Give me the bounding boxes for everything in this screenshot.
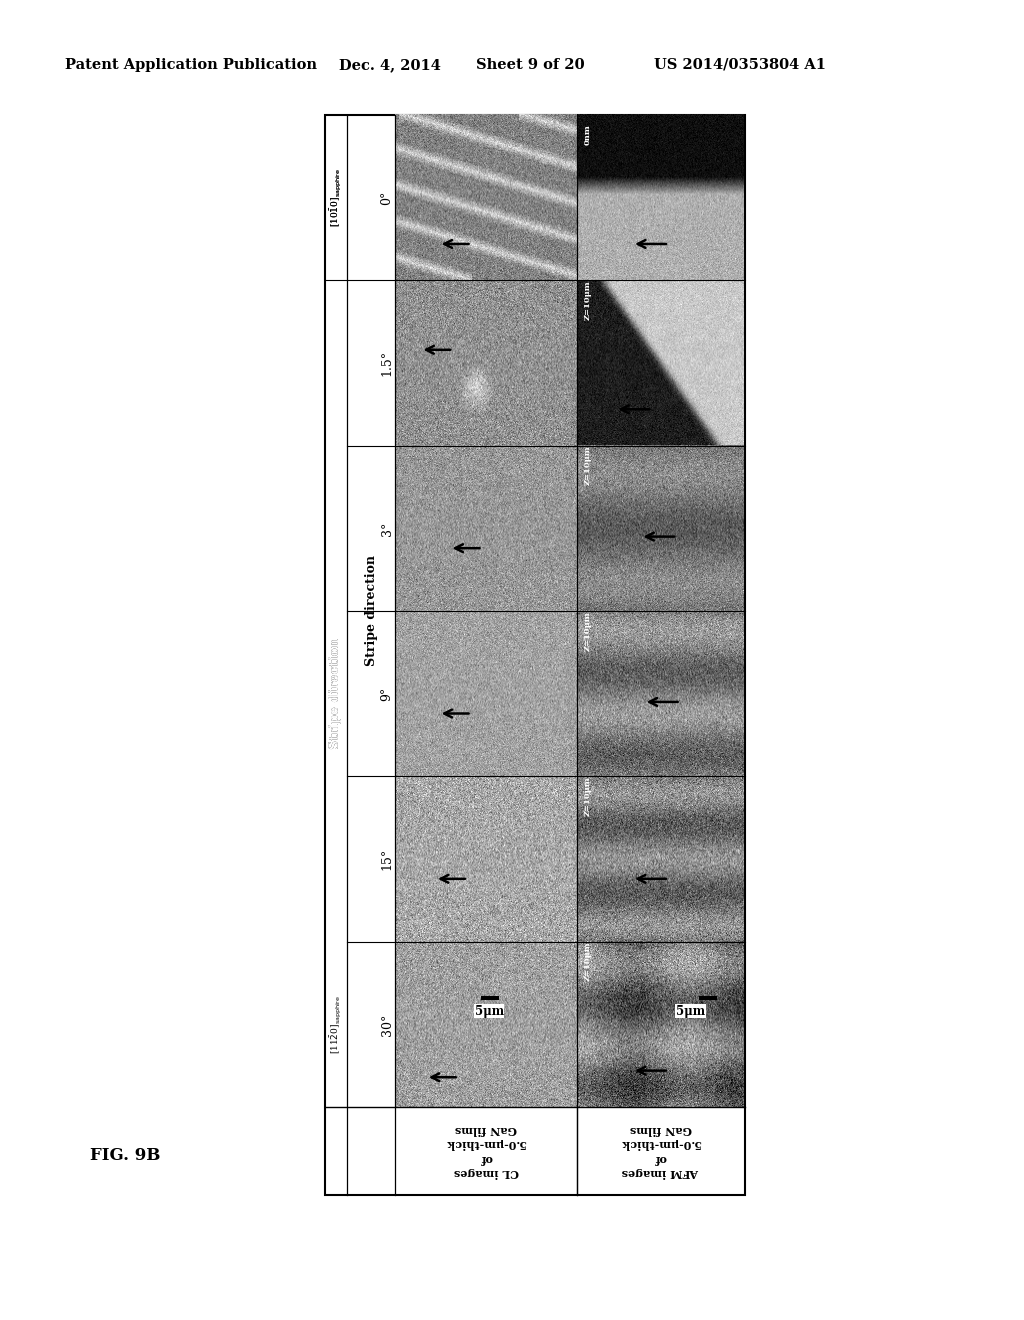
Text: Z=10μm: Z=10μm [584,280,592,319]
Text: US 2014/0353804 A1: US 2014/0353804 A1 [654,58,826,73]
Text: Stripe direction: Stripe direction [365,556,378,667]
Text: Z=10μm: Z=10μm [584,446,592,486]
Text: CL images
of
5.0-μm-thick
GaN films: CL images of 5.0-μm-thick GaN films [445,1123,526,1179]
Text: [10$\bar{1}$0]$_\mathrm{sapphire}$: [10$\bar{1}$0]$_\mathrm{sapphire}$ [329,168,343,227]
Text: 5μm: 5μm [474,1005,504,1018]
Text: [11$\bar{2}$0]$_\mathrm{sapphire}$: [11$\bar{2}$0]$_\mathrm{sapphire}$ [329,664,343,723]
Text: 9°: 9° [381,686,393,701]
Text: 3°: 3° [381,521,393,536]
Text: 15°: 15° [381,847,393,870]
Text: Stripe direction: Stripe direction [330,638,342,750]
Text: Z=10μm: Z=10μm [584,941,592,981]
Text: 5μm: 5μm [676,1005,706,1018]
Bar [698,995,717,999]
Text: Patent Application Publication: Patent Application Publication [65,58,317,73]
Text: Dec. 4, 2014: Dec. 4, 2014 [339,58,441,73]
Text: Z=10μm: Z=10μm [584,611,592,651]
Text: Stripe direction: Stripe direction [353,164,367,275]
Bar [481,995,499,999]
Text: 1.5°: 1.5° [381,350,393,376]
Text: [11$\bar{2}$0]$_\mathrm{sapphire}$: [11$\bar{2}$0]$_\mathrm{sapphire}$ [329,995,343,1053]
Text: 0°: 0° [381,190,393,205]
Text: 30°: 30° [381,1014,393,1035]
Text: FIG. 9B: FIG. 9B [90,1147,161,1163]
Bar [325,115,745,1195]
Text: Stripe direction: Stripe direction [330,638,342,750]
Text: AFM images
of
5.0-μm-thick
GaN films: AFM images of 5.0-μm-thick GaN films [621,1123,700,1179]
Text: [10$\bar{1}$0]$_\mathrm{sapphire}$: [10$\bar{1}$0]$_\mathrm{sapphire}$ [329,168,343,227]
Text: Z=10μm: Z=10μm [584,776,592,816]
Text: Sheet 9 of 20: Sheet 9 of 20 [476,58,585,73]
Text: 0nm: 0nm [584,124,592,145]
